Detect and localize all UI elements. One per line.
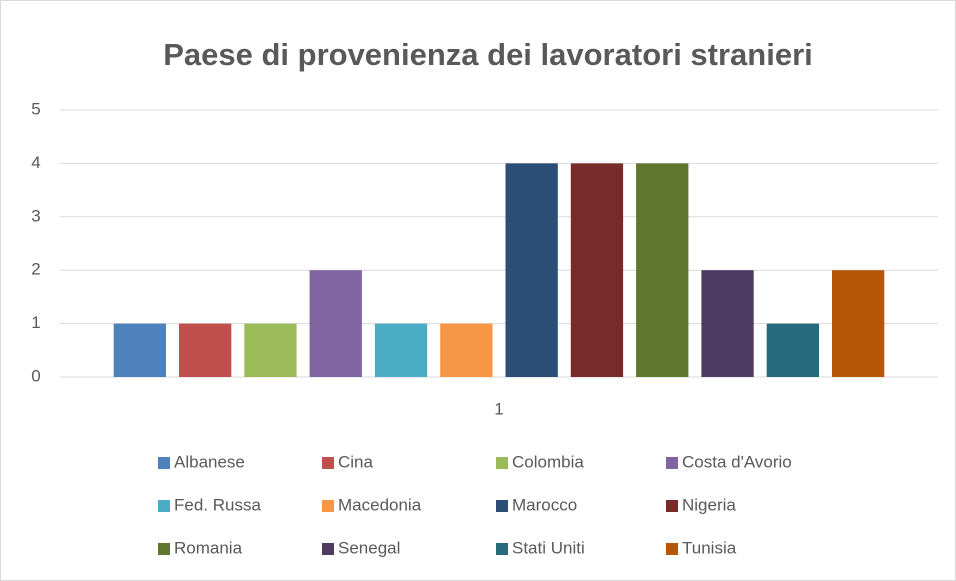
legend-label: Nigeria — [682, 495, 736, 514]
x-tick-label: 1 — [494, 399, 503, 418]
legend-swatch — [322, 457, 334, 469]
legend-label: Macedonia — [338, 495, 422, 514]
y-tick-label: 0 — [31, 366, 40, 385]
y-tick-label: 3 — [31, 206, 40, 225]
legend-label: Costa d'Avorio — [682, 452, 792, 471]
legend-swatch — [322, 543, 334, 555]
legend-label: Albanese — [174, 452, 245, 471]
legend-label: Romania — [174, 538, 243, 557]
legend-swatch — [666, 500, 678, 512]
bar — [505, 163, 558, 377]
legend-label: Tunisia — [682, 538, 737, 557]
legend-swatch — [158, 457, 170, 469]
y-tick-label: 1 — [31, 313, 40, 332]
bar — [374, 323, 428, 377]
legend-label: Senegal — [338, 538, 400, 557]
legend-label: Fed. Russa — [174, 495, 261, 514]
legend-label: Stati Uniti — [512, 538, 585, 557]
bar — [766, 323, 819, 377]
bar — [179, 323, 232, 377]
y-tick-label: 5 — [31, 99, 40, 118]
chart-title: Paese di provenienza dei lavoratori stra… — [163, 37, 813, 72]
legend-swatch — [322, 500, 334, 512]
bar — [309, 270, 362, 377]
y-tick-label: 2 — [31, 260, 40, 279]
bar — [244, 323, 297, 377]
y-tick-label: 4 — [31, 153, 40, 172]
legend-swatch — [496, 543, 508, 555]
legend-swatch — [158, 500, 170, 512]
legend-swatch — [496, 457, 508, 469]
bar — [113, 323, 166, 377]
bar — [570, 163, 624, 377]
bar — [440, 323, 493, 377]
legend-swatch — [158, 543, 170, 555]
legend-swatch — [496, 500, 508, 512]
bar — [701, 270, 754, 377]
bar — [636, 163, 689, 377]
legend-label: Colombia — [512, 452, 584, 471]
legend-label: Marocco — [512, 495, 577, 514]
legend-label: Cina — [338, 452, 374, 471]
legend-swatch — [666, 543, 678, 555]
legend-swatch — [666, 457, 678, 469]
bar — [832, 270, 885, 377]
